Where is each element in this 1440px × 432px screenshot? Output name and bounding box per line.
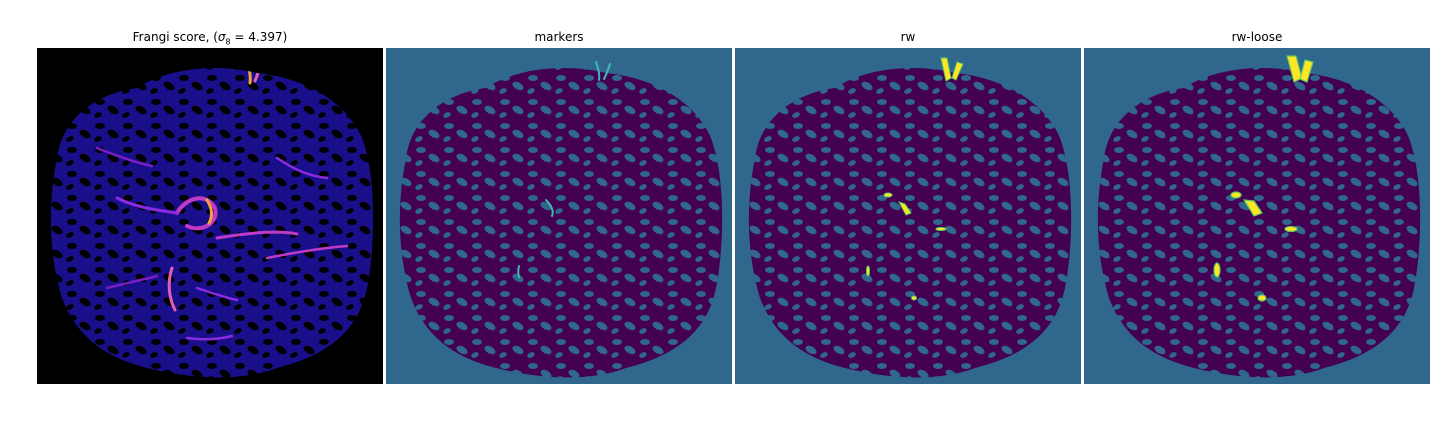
- panel-title-markers: markers: [534, 30, 584, 44]
- frangi-vessels: [95, 68, 349, 341]
- frangi-score-canvas: [37, 48, 383, 384]
- rw-tissue: [748, 68, 1072, 378]
- rw-vessel-segments: [866, 57, 964, 301]
- markers-image: [386, 48, 732, 384]
- rw-loose-tissue: [1097, 68, 1421, 378]
- panel-title-rw-loose: rw-loose: [1231, 30, 1283, 44]
- panel-title-rw: rw: [900, 30, 916, 44]
- rw-loose-canvas: [1084, 48, 1430, 384]
- rw-canvas: [735, 48, 1081, 384]
- marker-seeds: [517, 61, 611, 278]
- frangi-score-image: [37, 48, 383, 384]
- markers-canvas: [386, 48, 732, 384]
- rw-loose-image: [1084, 48, 1430, 384]
- markers-tissue: [399, 68, 723, 378]
- panel-title-frangi: Frangi score, (σ8 = 4.397): [132, 30, 288, 47]
- rw-image: [735, 48, 1081, 384]
- rw-loose-vessel-segments: [1213, 55, 1314, 302]
